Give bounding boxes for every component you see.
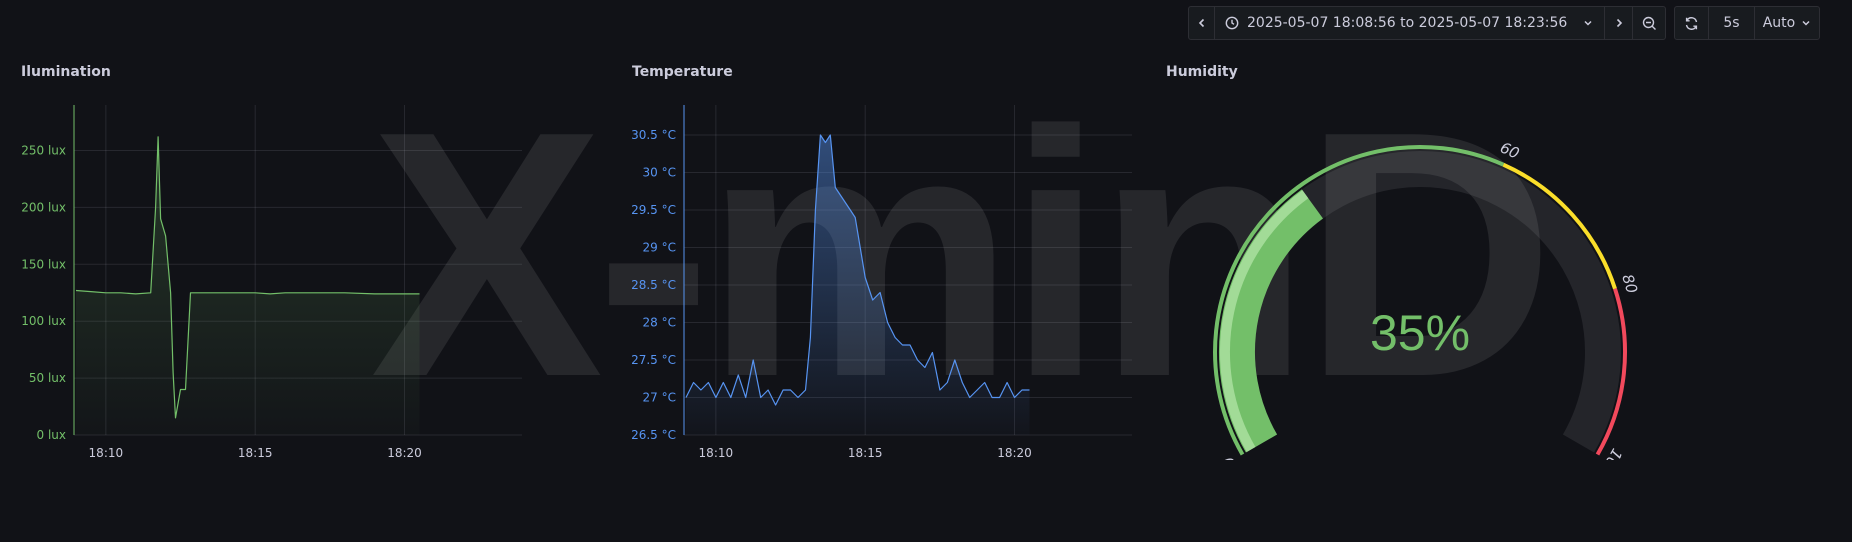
refresh-button[interactable] — [1675, 7, 1709, 39]
x-tick-label: 18:15 — [848, 446, 883, 460]
humidity-gauge[interactable]: 0608010035% — [1180, 130, 1660, 460]
y-tick-label: 30.5 °C — [631, 128, 676, 142]
illumination-panel-title: Ilumination — [21, 64, 111, 80]
chevron-left-icon — [1198, 18, 1204, 28]
zoom-out-icon — [1642, 16, 1656, 30]
y-tick-label: 27 °C — [643, 391, 676, 405]
y-tick-label: 26.5 °C — [631, 428, 676, 442]
auto-refresh-label: Auto — [1762, 15, 1796, 31]
x-tick-label: 18:20 — [997, 446, 1032, 460]
gauge-tick-label: 80 — [1618, 272, 1641, 296]
y-tick-label: 28 °C — [643, 316, 676, 330]
series-line — [685, 134, 1030, 406]
temperature-panel-title: Temperature — [632, 64, 733, 80]
chevron-right-icon — [1616, 18, 1622, 28]
y-tick-label: 150 lux — [21, 257, 66, 271]
y-tick-label: 28.5 °C — [631, 278, 676, 292]
temperature-chart[interactable]: 26.5 °C 27 °C 27.5 °C 28 °C 28.5 °C 29 °C 29.5… — [600, 90, 1140, 465]
gauge-threshold-yellow — [1502, 162, 1617, 290]
refresh-icon — [1685, 16, 1698, 30]
time-range-group: 2025-05-07 18:08:56 to 2025-05-07 18:23:… — [1188, 6, 1666, 40]
time-forward-button[interactable] — [1605, 7, 1633, 39]
chevron-down-icon — [1802, 20, 1810, 26]
series-line — [75, 136, 420, 419]
gauge-threshold-green — [1213, 145, 1505, 456]
time-range-picker[interactable]: 2025-05-07 18:08:56 to 2025-05-07 18:23:… — [1215, 7, 1605, 39]
gauge-value-label: 35% — [1370, 305, 1470, 361]
time-picker-toolbar: 2025-05-07 18:08:56 to 2025-05-07 18:23:… — [1188, 6, 1820, 40]
x-tick-label: 18:15 — [238, 446, 273, 460]
gauge-tick-label: 60 — [1497, 138, 1522, 162]
y-tick-label: 200 lux — [21, 200, 66, 214]
humidity-panel-title: Humidity — [1166, 64, 1238, 80]
y-tick-label: 30 °C — [643, 166, 676, 180]
refresh-interval-label[interactable]: 5s — [1709, 7, 1755, 39]
y-tick-label: 250 lux — [21, 144, 66, 158]
x-tick-label: 18:10 — [699, 446, 734, 460]
auto-refresh-picker[interactable]: Auto — [1755, 7, 1819, 39]
zoom-out-button[interactable] — [1633, 7, 1665, 39]
illumination-chart[interactable]: 0 lux 50 lux 100 lux 150 lux 200 lux 250 lux 1… — [0, 90, 540, 465]
gauge-tick-label: 0 — [1219, 454, 1239, 460]
clock-icon — [1225, 16, 1239, 30]
series-area — [76, 136, 420, 435]
time-back-button[interactable] — [1189, 7, 1215, 39]
gauge-value-highlight — [1219, 190, 1309, 452]
refresh-group: 5s Auto — [1674, 6, 1820, 40]
gauge-threshold-red — [1595, 288, 1627, 456]
gauge-value-arc — [1219, 189, 1324, 453]
x-tick-label: 18:20 — [387, 446, 422, 460]
y-tick-label: 100 lux — [21, 314, 66, 328]
time-range-label: 2025-05-07 18:08:56 to 2025-05-07 18:23:… — [1247, 15, 1568, 31]
series-area — [686, 135, 1030, 435]
y-tick-label: 29 °C — [643, 241, 676, 255]
y-tick-label: 0 lux — [37, 428, 67, 442]
x-tick-label: 18:10 — [89, 446, 124, 460]
y-tick-label: 29.5 °C — [631, 203, 676, 217]
y-tick-label: 50 lux — [29, 371, 66, 385]
y-tick-label: 27.5 °C — [631, 353, 676, 367]
chevron-down-icon — [1584, 20, 1592, 26]
